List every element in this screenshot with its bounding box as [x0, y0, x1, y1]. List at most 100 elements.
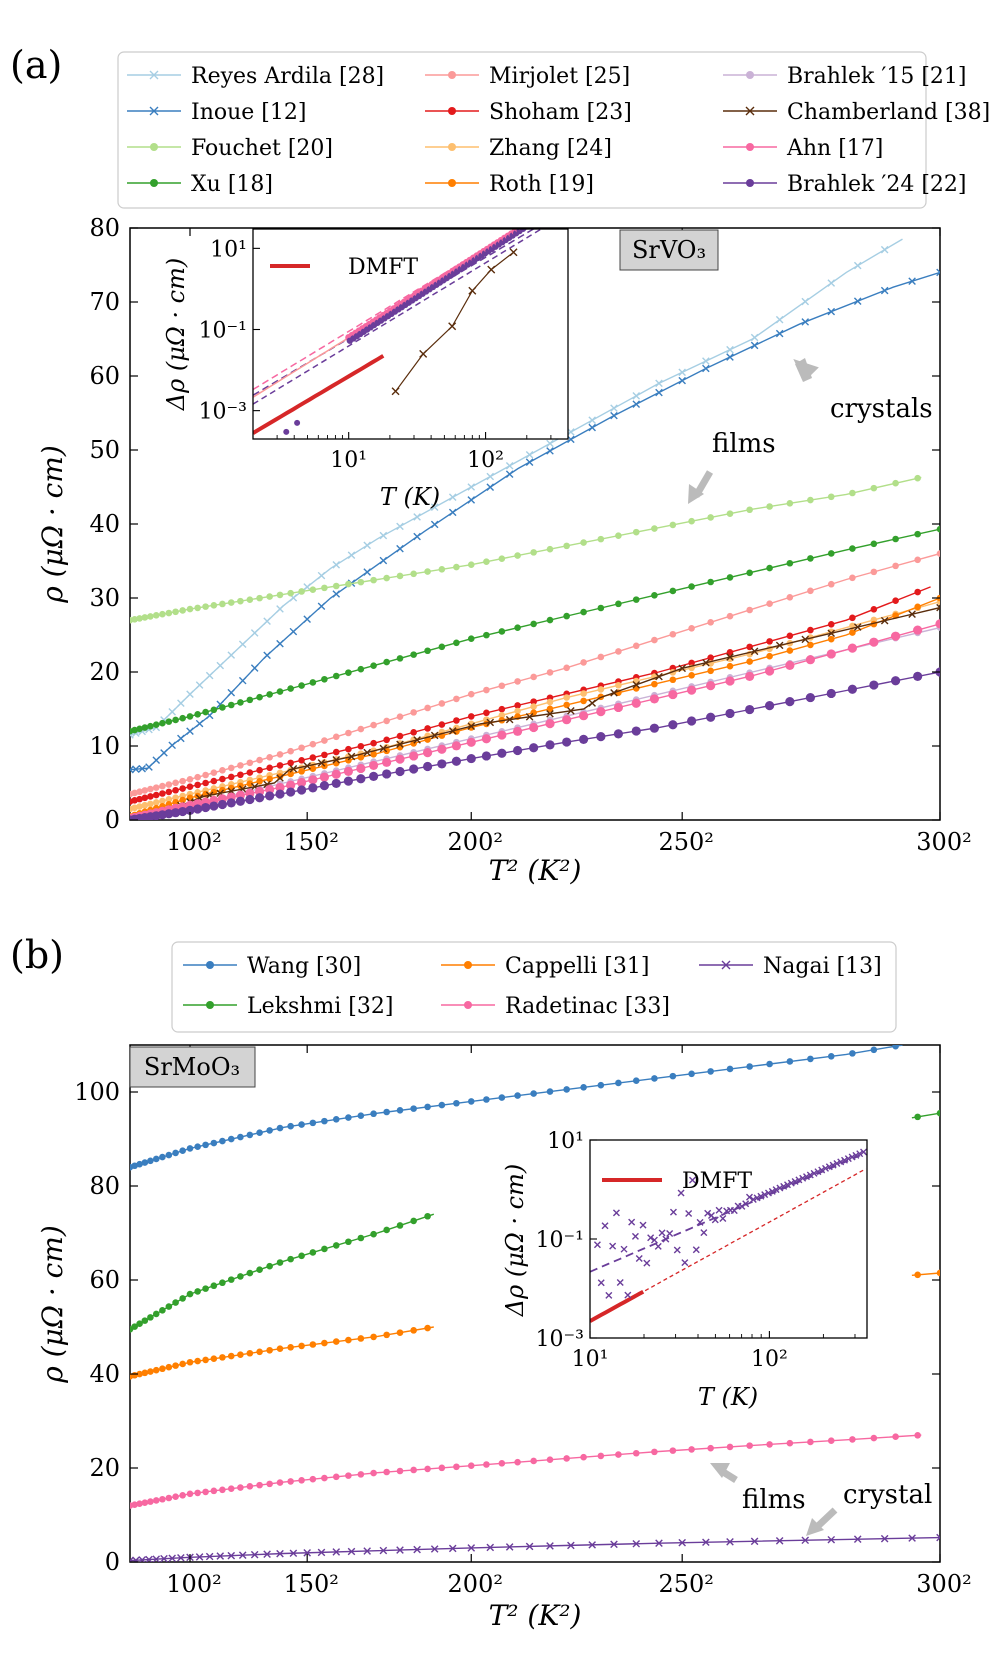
xlabel-b: T² (K²): [489, 1599, 582, 1632]
marker-lekshmi-32: [219, 1279, 226, 1287]
marker-wang-30: [597, 1081, 605, 1089]
marker-xu-18: [651, 592, 658, 599]
marker-nagai-13: [505, 1543, 514, 1551]
marker-shoham-23: [194, 781, 201, 789]
inset-b-nagai-marker: [768, 1187, 776, 1195]
marker-xu-18: [345, 669, 352, 676]
marker-radetinac-33: [453, 1463, 460, 1471]
marker-shoham-23: [287, 759, 294, 767]
marker-fouchet-20: [483, 558, 490, 566]
marker-lekshmi-32: [131, 1323, 138, 1330]
series-fouchet-20: [130, 474, 922, 624]
marker-inoue-12: [332, 590, 341, 598]
marker-xu-18: [786, 559, 794, 567]
marker-cappelli-31: [936, 1269, 940, 1277]
marker-reyes-ardila-28: [632, 392, 641, 400]
marker-reyes-ardila-28: [396, 522, 404, 531]
inset-b-nagai-marker: [635, 1254, 643, 1262]
inset-b-nagai-marker: [711, 1216, 719, 1224]
marker-brahlek-24-22: [466, 753, 476, 764]
marker-nagai-13: [130, 1556, 134, 1562]
marker-xu-18: [467, 635, 475, 642]
marker-xu-18: [936, 525, 940, 533]
marker-brahlek-24-22: [217, 799, 227, 810]
marker-lekshmi-32: [186, 1290, 194, 1298]
annotation-crystals-text: crystals: [830, 394, 933, 424]
marker-brahlek-24-22: [847, 684, 858, 694]
inset-b-nagai-marker: [841, 1156, 849, 1164]
legend-entry-brahlek-15-21: Brahlek ′15 [21]: [723, 64, 967, 89]
marker-fouchet-20: [237, 597, 244, 605]
plot-b-axes: 100² 150² 200² 250² 300² 0 20 40 60 80 100: [74, 1045, 972, 1598]
marker-zhang-24: [152, 799, 160, 806]
marker-reyes-ardila-28: [168, 707, 176, 716]
marker-mirjolet-25: [892, 562, 899, 570]
marker-roth-19: [707, 667, 714, 675]
marker-wang-30: [165, 1151, 173, 1159]
marker-roth-19: [298, 768, 305, 775]
marker-xu-18: [357, 665, 365, 673]
marker-radetinac-33: [141, 1499, 149, 1506]
legend-entry-zhang-24: Zhang [24]: [425, 136, 612, 161]
marker-brahlek-24-22: [209, 801, 219, 811]
marker-mirjolet-25: [514, 678, 521, 685]
marker-xu-18: [141, 724, 149, 731]
inset-b-nagai-marker: [673, 1246, 681, 1254]
marker-nagai-13: [145, 1555, 153, 1562]
marker-ahn-17: [423, 748, 433, 758]
marker-cappelli-31: [186, 1358, 194, 1366]
inset-b-frame: [589, 1139, 868, 1339]
inset-b-nagai-marker: [601, 1222, 609, 1230]
inset-a-legend-label: DMFT: [348, 255, 418, 280]
inset-b-nagai-marker: [852, 1151, 860, 1159]
material-label-a: SrVO₃: [632, 236, 706, 264]
series-reyes-ardila-28: [130, 238, 903, 739]
annotation-films-a: films: [688, 429, 776, 504]
marker-roth-19: [580, 697, 587, 705]
inset-b-nagai-marker: [764, 1189, 772, 1197]
marker-inoue-12: [145, 763, 153, 771]
marker-mirjolet-25: [632, 642, 640, 650]
marker-radetinac-33: [438, 1464, 446, 1472]
marker-radetinac-33: [849, 1436, 856, 1443]
marker-zhang-24: [514, 707, 521, 715]
panel-a-label: (a): [10, 43, 62, 87]
marker-cappelli-31: [227, 1352, 235, 1360]
legend-label: Chamberland [38]: [787, 100, 990, 125]
marker-mirjolet-25: [246, 759, 254, 767]
marker-lekshmi-32: [141, 1317, 149, 1324]
marker-brahlek-24-22: [891, 676, 901, 686]
marker-inoue-12: [263, 651, 271, 660]
marker-brahlek-24-22: [308, 783, 318, 793]
marker-shoham-23: [383, 736, 390, 744]
marker-brahlek-24-22: [343, 776, 353, 786]
marker-fouchet-20: [870, 484, 878, 492]
marker-roth-19: [546, 705, 554, 713]
inset-b-nagai-marker: [715, 1206, 723, 1214]
marker-wang-30: [746, 1063, 753, 1070]
marker-ahn-17: [275, 782, 285, 793]
marker-xu-18: [276, 688, 284, 695]
marker-radetinac-33: [467, 1462, 475, 1469]
inset-b-nagai-marker: [593, 1241, 601, 1249]
marker-chamberland-38: [678, 664, 686, 673]
inset-a-point: [534, 217, 540, 223]
marker-xu-18: [131, 726, 138, 734]
marker-reyes-ardila-28: [263, 617, 271, 625]
marker-xu-18: [914, 530, 921, 538]
marker-ahn-17: [466, 737, 476, 747]
marker-ahn-17: [847, 643, 858, 653]
marker-radetinac-33: [483, 1461, 490, 1468]
marker-nagai-13: [467, 1544, 476, 1552]
marker-chamberland-38: [827, 629, 836, 638]
marker-nagai-13: [396, 1546, 404, 1554]
marker-xu-18: [483, 631, 490, 639]
inset-b-nagai-marker: [658, 1229, 666, 1237]
marker-shoham-23: [467, 713, 475, 720]
inset-b-nagai-marker: [639, 1221, 647, 1229]
marker-brahlek-24-22: [255, 793, 265, 803]
legend-a: Reyes Ardila [28] Inoue [12] Fouchet [20] X…: [127, 64, 990, 197]
marker-roth-19: [766, 652, 773, 660]
marker-reyes-ardila-28: [750, 333, 759, 342]
